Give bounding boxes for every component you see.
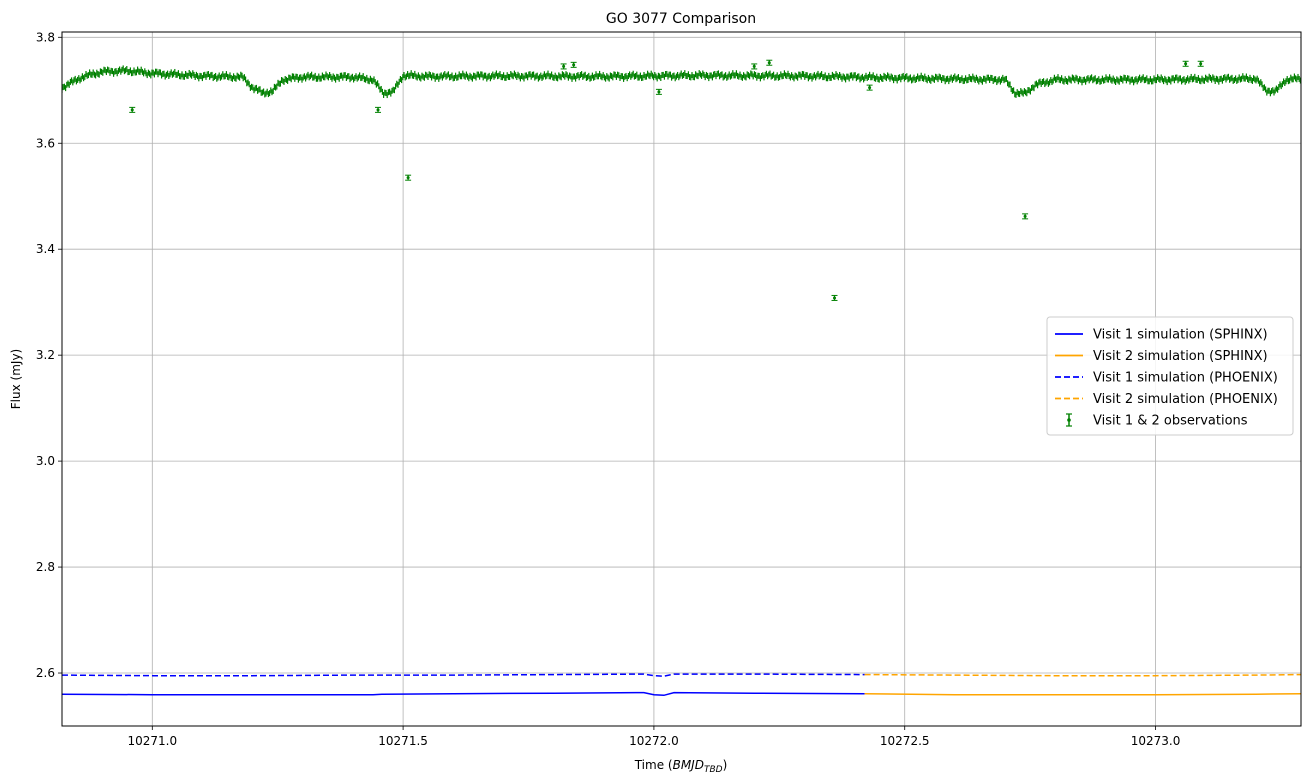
legend-label: Visit 2 simulation (PHOENIX) <box>1093 392 1278 407</box>
y-tick-label: 2.6 <box>36 666 55 680</box>
y-tick-label: 3.6 <box>36 136 55 150</box>
legend-label: Visit 1 & 2 observations <box>1093 414 1248 429</box>
series-line <box>62 673 865 677</box>
y-tick-label: 3.2 <box>36 348 55 362</box>
series-line <box>864 673 1301 677</box>
observation-outlier-point <box>376 108 380 112</box>
x-axis: 10271.0 10271.5 10272.0 10272.5 10273.0 <box>127 726 1180 748</box>
observations-series <box>62 59 1301 301</box>
x-tick-label: 10272.0 <box>629 734 679 748</box>
y-tick-label: 2.8 <box>36 560 55 574</box>
observation-outlier-point <box>572 63 576 67</box>
y-tick-label: 3.4 <box>36 242 55 256</box>
simulation-series <box>62 673 1301 697</box>
y-axis: 2.6 2.8 3.0 3.2 3.4 3.6 3.8 <box>36 30 62 680</box>
observation-outlier-point <box>868 86 872 90</box>
x-axis-label-main: BMJD <box>673 758 704 772</box>
chart-title: GO 3077 Comparison <box>606 11 756 27</box>
observation-outlier-point <box>657 90 661 94</box>
x-tick-label: 10271.5 <box>378 734 428 748</box>
x-tick-label: 10272.5 <box>880 734 930 748</box>
x-tick-label: 10271.0 <box>127 734 177 748</box>
observation-outlier-point <box>562 64 566 68</box>
y-tick-label: 3.8 <box>36 30 55 44</box>
legend-label: Visit 2 simulation (SPHINX) <box>1093 349 1268 364</box>
legend: Visit 1 simulation (SPHINX) Visit 2 simul… <box>1046 316 1294 436</box>
observation-outlier-point <box>130 108 134 112</box>
observation-outlier-point <box>832 296 836 300</box>
series-line <box>864 692 1301 696</box>
observation-outlier-point <box>406 176 410 180</box>
x-tick-label: 10273.0 <box>1131 734 1181 748</box>
legend-label: Visit 1 simulation (SPHINX) <box>1093 328 1268 343</box>
observation-outlier-point <box>1199 62 1203 66</box>
observation-outlier-point <box>1023 214 1027 218</box>
x-axis-label: Time (BMJDTBD) <box>634 758 728 775</box>
x-axis-label-prefix: Time ( <box>634 758 673 772</box>
legend-label: Visit 1 simulation (PHOENIX) <box>1093 371 1278 386</box>
y-axis-label: Flux (mJy) <box>9 349 23 409</box>
grid <box>62 32 1301 726</box>
plot-frame <box>61 31 1302 727</box>
x-axis-label-suffix: ) <box>723 758 728 772</box>
series-line <box>62 691 865 697</box>
x-axis-label-sub: TBD <box>704 765 723 775</box>
y-tick-label: 3.0 <box>36 454 55 468</box>
observation-outlier-point <box>767 61 771 65</box>
observation-outlier-point <box>752 64 756 68</box>
legend-box <box>1046 316 1294 436</box>
legend-errorbar-point <box>1067 418 1071 422</box>
observation-outlier-point <box>1184 62 1188 66</box>
